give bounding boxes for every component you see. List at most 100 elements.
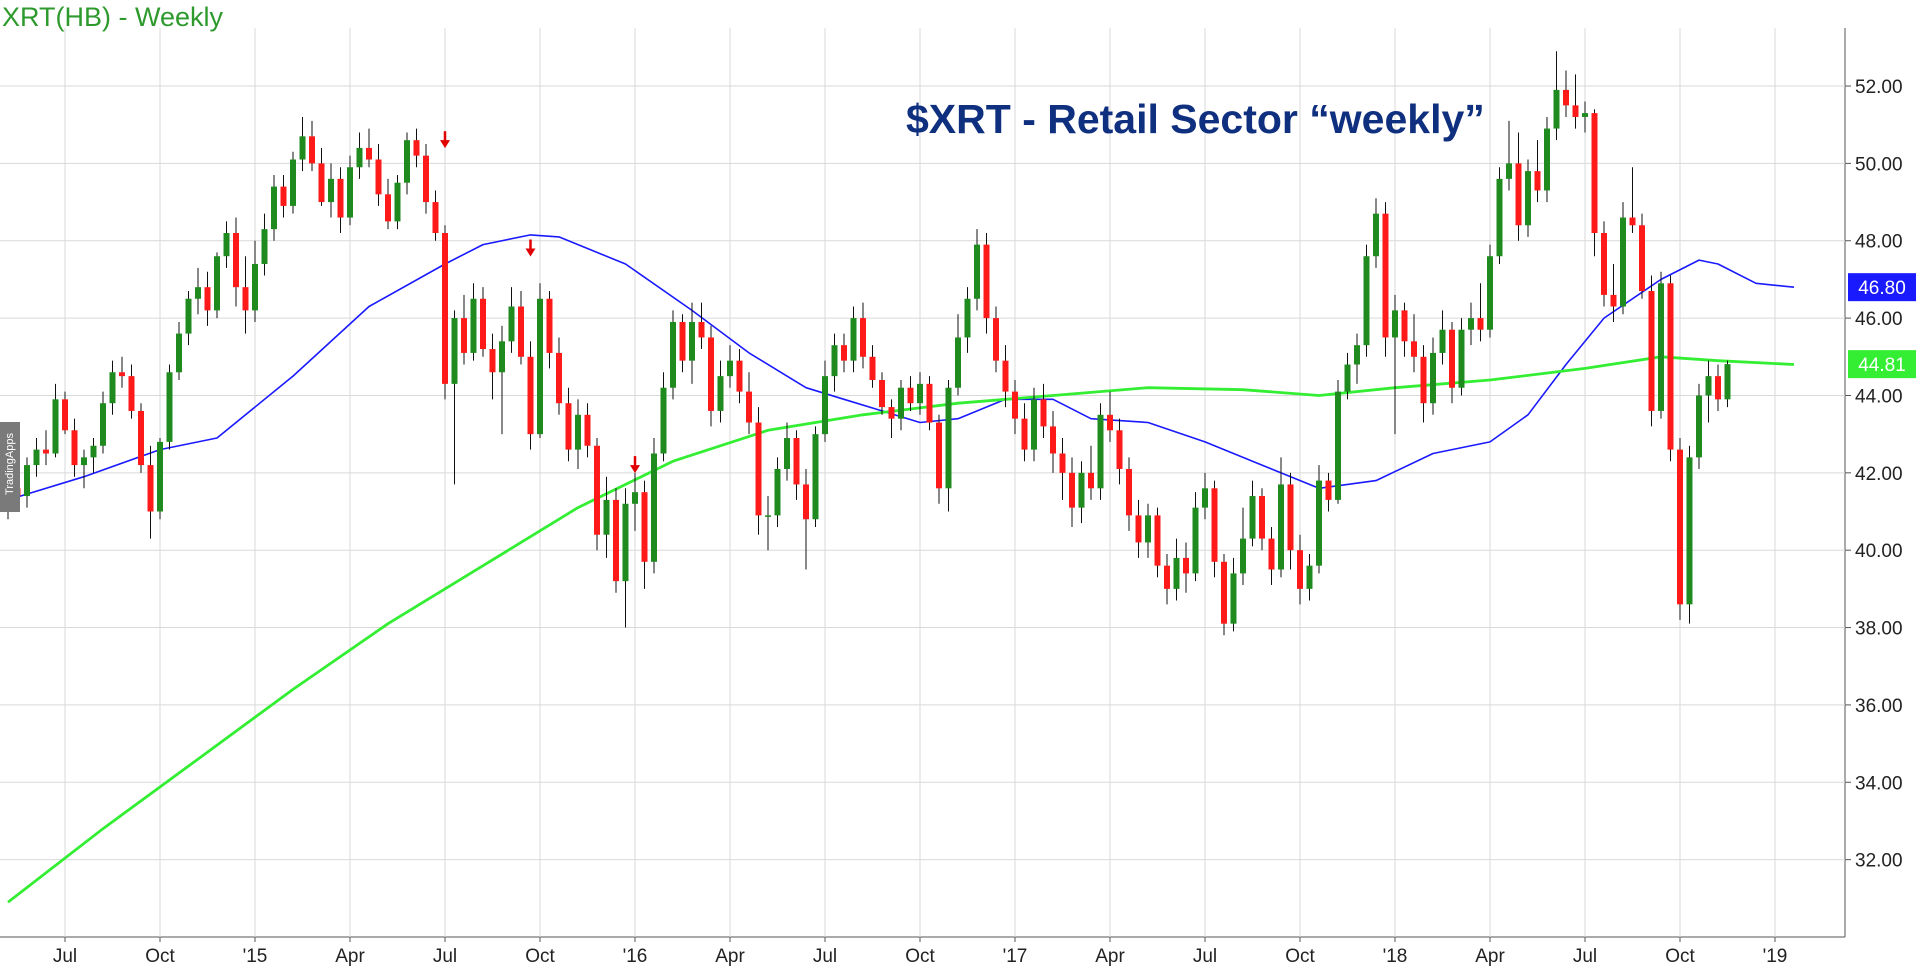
candle-body [128, 376, 135, 411]
candle-body [480, 298, 486, 350]
candle-body [1287, 484, 1294, 551]
candle-body [280, 186, 287, 206]
candle-body [651, 453, 657, 562]
candle-body [679, 321, 686, 361]
candle-body [461, 318, 467, 353]
candle-body [1468, 318, 1474, 330]
candle-body [575, 414, 581, 450]
candle-body [375, 159, 382, 195]
candle-body [1696, 395, 1702, 458]
candle-body [242, 287, 249, 311]
candle-body [1173, 557, 1180, 589]
y-tick-label: 36.00 [1855, 696, 1903, 717]
candle-body [983, 244, 990, 319]
candle-body [1582, 113, 1588, 117]
candle-body [1658, 283, 1664, 411]
y-tick-label: 46.00 [1855, 309, 1903, 330]
candle-body [841, 345, 847, 361]
candle-body [432, 202, 439, 234]
candle-body [33, 449, 40, 466]
y-tick-label: 34.00 [1855, 773, 1903, 794]
x-tick-label: Oct [145, 946, 175, 966]
candle-body [223, 233, 230, 257]
candle-body [812, 434, 819, 520]
candle-body [594, 445, 600, 535]
candle-body [584, 414, 591, 446]
x-tick-label: '18 [1383, 946, 1408, 966]
candle-body [1069, 472, 1075, 508]
candle-body [1230, 573, 1237, 624]
candle-body [907, 387, 914, 404]
x-tick-label: Jul [433, 946, 457, 966]
candle-body [1686, 457, 1693, 605]
candle-body [1553, 89, 1560, 129]
candle-body [1724, 364, 1731, 400]
candle-body [1354, 345, 1360, 365]
x-tick-label: '17 [1003, 946, 1028, 966]
candle-body [347, 167, 353, 218]
x-tick-label: '15 [243, 946, 268, 966]
candle-body [1411, 341, 1417, 357]
candle-body [195, 287, 201, 299]
candle-body [1221, 561, 1227, 624]
candle-body [1297, 550, 1303, 589]
candle-body [1715, 376, 1721, 400]
candle-body [1259, 496, 1265, 539]
candle-body [299, 136, 306, 160]
arrow-down-icon [525, 248, 536, 257]
candle-body [1316, 480, 1322, 566]
candle-body [784, 438, 790, 469]
candle-body [1363, 256, 1370, 346]
candle-body [109, 372, 116, 404]
candle-body [708, 337, 714, 411]
candle-body [1382, 213, 1389, 338]
x-tick-label: '16 [623, 946, 648, 966]
candle-body [271, 186, 277, 230]
candle-body [1667, 283, 1674, 450]
candle-body [869, 356, 876, 380]
candle-body [508, 306, 515, 342]
x-tick-label: Oct [1285, 946, 1315, 966]
candle-body [309, 136, 315, 164]
candle-body [1373, 213, 1379, 257]
candle-body [252, 263, 258, 311]
candle-body [1439, 329, 1446, 353]
candle-body [936, 422, 942, 489]
candle-body [100, 403, 106, 446]
candle-body [442, 233, 448, 384]
candle-body [888, 407, 895, 419]
candle-body [52, 399, 59, 454]
price-tag-label: 46.80 [1858, 278, 1906, 299]
candle-body [470, 298, 477, 353]
watermark-text: TradingApps [4, 433, 16, 495]
candle-body [1705, 376, 1712, 396]
candle-body [1572, 105, 1579, 117]
x-tick-label: Jul [1193, 946, 1217, 966]
candle-body [945, 387, 952, 489]
candle-body [689, 321, 695, 361]
candle-body [1639, 225, 1645, 292]
candle-body [157, 441, 163, 512]
candle-body [746, 391, 752, 423]
candle-body [879, 379, 885, 408]
x-tick-label: Apr [715, 946, 745, 966]
candle-body [1420, 356, 1427, 404]
candle-body [860, 318, 866, 357]
candle-body [1506, 163, 1512, 179]
candle-body [290, 159, 296, 206]
candle-body [1192, 507, 1199, 574]
candle-body [233, 233, 239, 288]
candle-body [1183, 557, 1189, 574]
candle-body [43, 449, 49, 454]
candle-body [214, 256, 220, 311]
candle-body [736, 360, 743, 392]
candle-body [1031, 399, 1037, 450]
candle-body [641, 492, 648, 562]
candle-body [1278, 484, 1284, 570]
candle-body [1648, 291, 1655, 411]
candle-body [1563, 89, 1569, 106]
y-tick-label: 44.00 [1855, 386, 1903, 407]
candle-body [1202, 488, 1208, 508]
candle-body [413, 140, 420, 156]
